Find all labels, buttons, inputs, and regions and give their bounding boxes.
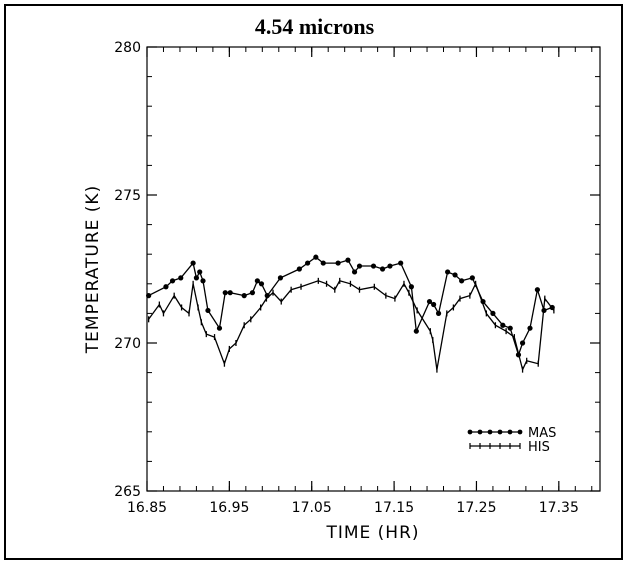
mas-data-point [169,278,176,284]
mas-data-point [249,290,256,296]
his-legend-label: HIS [528,440,550,455]
mas-data-point [320,260,326,266]
series-group [146,254,555,373]
mas-data-point [178,275,184,281]
mas-series-line [148,256,553,357]
mas-data-point [163,284,169,290]
mas-data-point [258,281,265,287]
mas-data-point [356,263,363,269]
x-tick-label: 17.25 [456,500,496,516]
mas-data-point [313,254,319,260]
mas-legend-marker [477,429,483,435]
mas-data-point [200,278,206,284]
mas-data-point [146,293,152,299]
mas-legend-marker [497,429,503,435]
chart-title: 4.54 microns [254,14,375,39]
mas-data-point [241,293,247,299]
his-series-line [148,280,555,372]
mas-data-point [413,328,419,334]
mas-data-point [296,266,302,272]
mas-data-point [431,301,437,308]
mas-data-point [205,307,211,314]
mas-data-point [534,287,541,293]
mas-data-point [216,325,223,331]
mas-legend-marker [467,429,473,435]
mas-data-point [193,275,200,281]
mas-data-point [459,278,465,284]
mas-data-point [197,269,203,275]
x-tick-label: 17.05 [292,500,332,516]
mas-data-point [351,269,358,275]
mas-legend-marker [517,429,523,435]
mas-legend-marker [507,429,513,435]
plot-area [146,46,601,492]
mas-data-point [507,325,513,331]
mas-data-point [519,340,526,346]
mas-data-point [500,322,506,328]
mas-data-point [490,310,496,316]
x-tick-label: 17.15 [374,500,414,516]
mas-legend-label: MAS [528,426,556,441]
mas-data-point [254,278,260,284]
mas-data-point [345,257,351,263]
mas-data-point [305,260,311,266]
axis-ticks: 16.85 16.95 17.05 17.15 17.25 17.35 265 270 275 2… [114,40,600,516]
x-axis-label: TIME (HR) [325,523,419,543]
mas-data-point [426,298,433,305]
y-tick-label: 275 [114,188,141,204]
y-tick-label: 265 [114,484,141,500]
mas-data-point [370,263,377,269]
mas-data-point [387,263,393,269]
mas-data-point [222,290,228,296]
mas-data-point [227,290,233,296]
mas-data-point [527,325,533,331]
y-tick-label: 280 [114,40,141,56]
mas-data-point [335,260,341,266]
mas-data-point [435,310,442,316]
mas-data-point [398,260,404,266]
mas-data-point [190,260,196,266]
mas-legend-marker [487,429,493,435]
mas-data-point [469,275,475,281]
x-tick-label: 16.85 [127,500,167,516]
mas-data-point [408,284,414,290]
mas-data-point [445,269,451,275]
y-tick-label: 270 [114,336,141,352]
x-tick-label: 17.35 [539,500,579,516]
mas-data-point [452,272,458,278]
y-axis-label: TEMPERATURE (K) [83,185,103,354]
x-tick-label: 16.95 [209,500,249,516]
mas-data-point [277,275,284,281]
mas-data-point [379,266,386,272]
